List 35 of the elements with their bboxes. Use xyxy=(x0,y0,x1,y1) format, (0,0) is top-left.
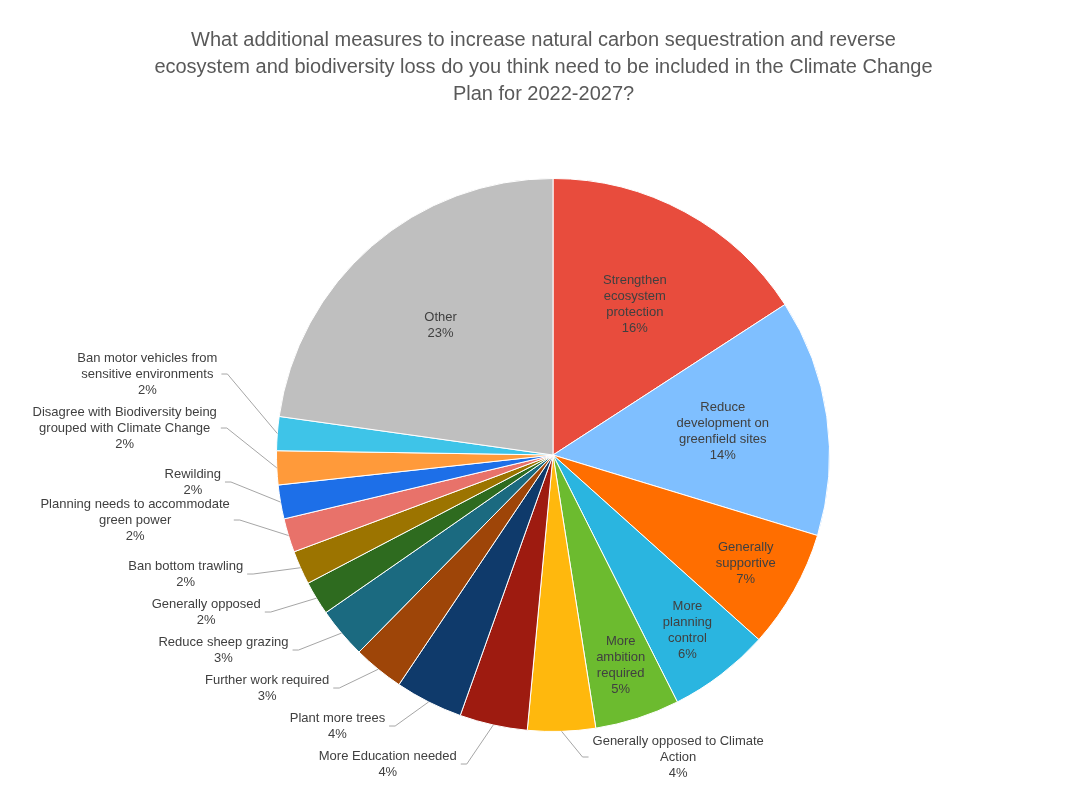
slice-label: Reduce sheep grazing xyxy=(158,633,289,649)
data-label: 3% xyxy=(214,649,234,665)
data-label: 6% xyxy=(678,646,698,662)
slice-label: More Education needed xyxy=(318,747,457,763)
data-label: 2% xyxy=(196,611,217,627)
data-label: 7% xyxy=(736,571,756,587)
data-label: 16% xyxy=(621,319,649,335)
slice-label: Ban bottom trawling xyxy=(128,557,244,573)
data-label: 14% xyxy=(709,446,737,462)
data-label: 2% xyxy=(125,527,145,543)
slice-label: Other xyxy=(424,309,458,325)
slice-label: Rewilding xyxy=(164,465,221,481)
slice-label: Planning needs to accommodate green power xyxy=(40,495,230,527)
slice-label: Plant more trees xyxy=(289,709,386,725)
data-label: 2% xyxy=(176,573,196,589)
slice-label: Generally opposed to Climate Action xyxy=(592,732,764,764)
slice-label: Ban motor vehicles from sensitive environments xyxy=(77,349,218,381)
data-label: 2% xyxy=(115,435,135,451)
data-label: 23% xyxy=(427,325,454,341)
data-label: 2% xyxy=(183,481,203,497)
slice-label: Reduce development on greenfield sites xyxy=(676,398,770,446)
slice-label: Generally opposed xyxy=(151,595,261,611)
slice-label: Generally supportive xyxy=(715,539,776,571)
data-label: 5% xyxy=(611,681,631,697)
slice-label: More ambition required xyxy=(596,633,646,681)
data-label: 4% xyxy=(378,763,398,779)
data-label: 3% xyxy=(257,687,277,703)
data-label: 4% xyxy=(328,725,348,741)
slice-label: More planning control xyxy=(662,598,713,646)
data-label: 4% xyxy=(668,764,688,780)
slice-label: Further work required xyxy=(204,671,330,687)
slice-label: Strengthen ecosystem protection xyxy=(603,271,667,319)
slice-label: Disagree with Biodiversity being grouped with Climate Change xyxy=(32,403,217,435)
chart-title: What additional measures to increase natural carbon sequestration and reverse ecosystem and biodiversity loss do you think need to be included in the Climate Change Plan for 2022-2027? xyxy=(153,27,934,106)
data-label: 2% xyxy=(137,381,158,397)
